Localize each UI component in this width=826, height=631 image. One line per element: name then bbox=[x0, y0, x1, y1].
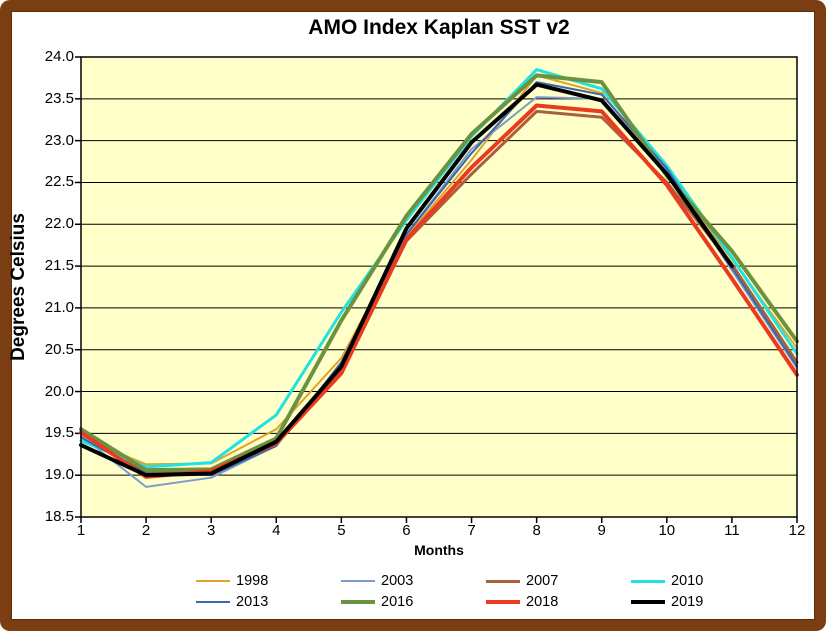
legend-swatch-2010 bbox=[631, 579, 665, 583]
x-tick-label: 3 bbox=[207, 522, 216, 539]
legend-item: 2016 bbox=[341, 592, 486, 612]
legend-item: 2003 bbox=[341, 571, 486, 591]
legend-item: 2010 bbox=[631, 571, 776, 591]
y-tick-label: 21.5 bbox=[44, 257, 74, 275]
legend-label: 2013 bbox=[236, 594, 269, 610]
y-axis-title: Degrees Celsius bbox=[8, 213, 29, 361]
y-tick-label: 20.5 bbox=[44, 340, 74, 358]
x-tick-label: 5 bbox=[337, 522, 346, 539]
x-tick-label: 10 bbox=[658, 522, 676, 539]
legend-item: 2019 bbox=[631, 592, 776, 612]
y-tick-label: 23.0 bbox=[44, 131, 74, 149]
legend-item: 2007 bbox=[486, 571, 631, 591]
y-tick-label: 18.5 bbox=[44, 508, 74, 525]
legend-item: 1998 bbox=[196, 571, 341, 591]
legend-swatch-2013 bbox=[196, 601, 230, 603]
x-tick-label: 11 bbox=[724, 522, 740, 539]
y-tick-label: 19.5 bbox=[44, 424, 74, 442]
y-tick-label: 22.5 bbox=[44, 173, 74, 191]
legend-label: 2007 bbox=[526, 573, 559, 589]
legend-label: 1998 bbox=[236, 573, 269, 589]
legend-swatch-2007 bbox=[486, 579, 520, 583]
legend-label: 2010 bbox=[671, 573, 704, 589]
x-tick-label: 2 bbox=[141, 522, 151, 539]
y-tick-label: 20.0 bbox=[44, 382, 74, 400]
plot-border bbox=[80, 56, 798, 518]
chart-title: AMO Index Kaplan SST v2 bbox=[308, 16, 570, 39]
legend-swatch-2018 bbox=[486, 600, 520, 604]
series-line-2010 bbox=[79, 68, 799, 469]
legend-swatch-2019 bbox=[631, 600, 665, 604]
series-line-2019 bbox=[79, 82, 734, 478]
legend-item: 2013 bbox=[196, 592, 341, 612]
y-tick-label: 23.5 bbox=[44, 89, 74, 107]
y-tick-label: 19.0 bbox=[44, 466, 74, 484]
x-tick-label: 6 bbox=[402, 522, 411, 539]
legend-swatch-2003 bbox=[341, 580, 375, 582]
legend-label: 2019 bbox=[671, 594, 704, 610]
x-tick-label: 9 bbox=[597, 522, 606, 539]
legend-swatch-1998 bbox=[196, 580, 230, 582]
x-tick-label: 1 bbox=[76, 522, 86, 539]
legend-item: 2018 bbox=[486, 592, 631, 612]
y-tick-label: 22.0 bbox=[44, 215, 74, 233]
x-axis-title: Months bbox=[414, 542, 464, 558]
legend-label: 2003 bbox=[381, 573, 414, 589]
legend-label: 2018 bbox=[526, 594, 559, 610]
x-tick-label: 8 bbox=[532, 522, 541, 539]
y-tick-label: 24.0 bbox=[44, 48, 74, 65]
x-tick-label: 7 bbox=[467, 522, 476, 539]
legend: 1998 2003 2007 2010 2013 2016 2018 2019 bbox=[196, 571, 776, 612]
legend-swatch-2016 bbox=[341, 600, 375, 604]
x-tick-label: 4 bbox=[272, 522, 281, 539]
plot-background bbox=[81, 57, 797, 517]
legend-label: 2016 bbox=[381, 594, 414, 610]
x-tick-label: 12 bbox=[788, 522, 806, 539]
y-tick-label: 21.0 bbox=[44, 298, 74, 316]
